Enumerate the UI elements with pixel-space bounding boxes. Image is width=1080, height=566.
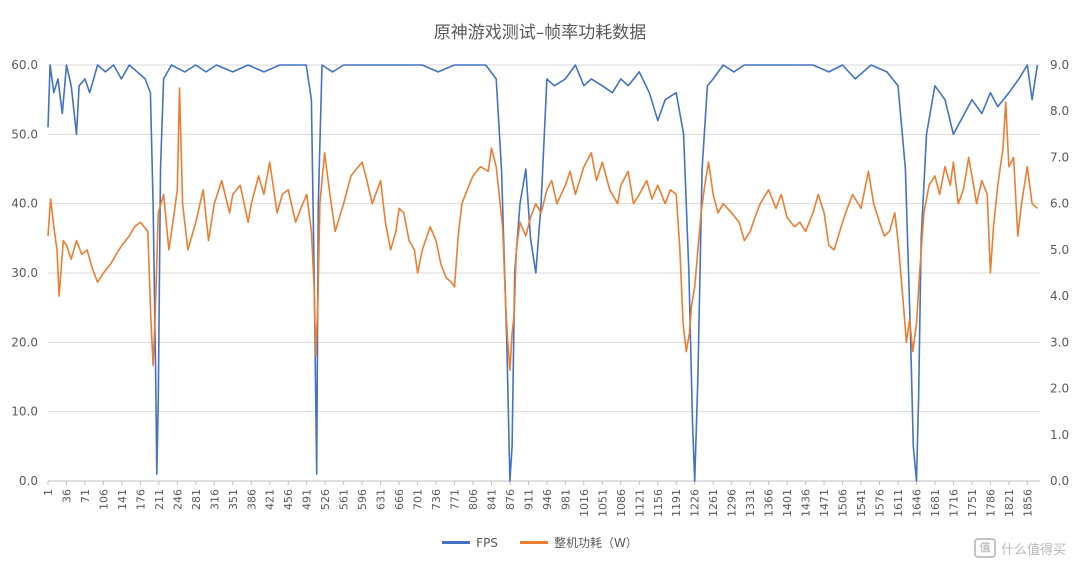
x-tick-label: 1156	[652, 489, 665, 517]
x-tick-label: 421	[264, 489, 277, 510]
x-tick-label: 911	[522, 489, 535, 510]
y2-tick-label: 6.0	[1050, 197, 1069, 211]
y-tick-label: 60.0	[11, 58, 38, 72]
x-tick-label: 491	[301, 489, 314, 510]
x-tick-label: 806	[467, 489, 480, 510]
x-tick-label: 1856	[1021, 489, 1034, 517]
x-tick-label: 946	[541, 489, 554, 510]
x-tick-label: 1261	[707, 489, 720, 517]
x-tick-label: 1471	[818, 489, 831, 517]
y-tick-label: 40.0	[11, 197, 38, 211]
legend-item-fps[interactable]: FPS	[442, 534, 498, 551]
x-tick-label: 1821	[1003, 489, 1016, 517]
x-tick-label: 456	[282, 489, 295, 510]
series-lines	[47, 64, 1039, 482]
y2-tick-label: 1.0	[1050, 428, 1069, 442]
x-tick-label: 176	[134, 489, 147, 510]
legend-item-power[interactable]: 整机功耗（W）	[519, 534, 638, 551]
x-tick-label: 1191	[670, 489, 683, 517]
x-tick-label: 666	[393, 489, 406, 510]
x-tick-label: 211	[153, 489, 166, 510]
x-axis: 1 36 71 106 141 176 211 246 281 316 351 386 421 456 49…	[42, 480, 1040, 517]
x-tick-label: 841	[485, 489, 498, 510]
x-tick-label: 1786	[984, 489, 997, 517]
x-tick-label: 1541	[855, 489, 868, 517]
chart-title: 原神游戏测试–帧率功耗数据	[433, 23, 647, 43]
x-tick-label: 1051	[596, 489, 609, 517]
legend-swatch-power	[519, 541, 548, 544]
chart-legend: FPS 整机功耗（W）	[0, 534, 1080, 551]
x-tick-label: 1086	[615, 489, 628, 517]
x-tick-label: 631	[375, 489, 388, 510]
x-tick-label: 1646	[910, 489, 923, 517]
x-tick-label: 141	[116, 489, 129, 510]
y2-tick-label: 8.0	[1050, 104, 1069, 118]
x-tick-label: 36	[60, 489, 73, 503]
x-tick-label: 71	[79, 489, 92, 503]
x-tick-label: 1296	[726, 489, 739, 517]
x-tick-label: 736	[430, 489, 443, 510]
x-tick-label: 1611	[892, 489, 905, 517]
x-tick-label: 1436	[800, 489, 813, 517]
x-tick-label: 1366	[763, 489, 776, 517]
x-tick-label: 1576	[874, 489, 887, 517]
x-tick-label: 1	[42, 489, 55, 496]
legend-label-power: 整机功耗（W）	[553, 536, 638, 550]
x-tick-label: 526	[319, 489, 332, 510]
x-tick-label: 561	[338, 489, 351, 510]
y2-tick-label: 9.0	[1050, 58, 1069, 72]
y-tick-label: 20.0	[11, 335, 38, 349]
x-tick-label: 876	[504, 489, 517, 510]
x-tick-label: 246	[171, 489, 184, 510]
y2-tick-label: 5.0	[1050, 243, 1069, 257]
x-tick-label: 596	[356, 489, 369, 510]
y2-tick-label: 4.0	[1050, 289, 1069, 303]
x-tick-label: 1401	[781, 489, 794, 517]
x-tick-label: 771	[449, 489, 462, 510]
y-tick-label: 0.0	[19, 474, 38, 488]
y-tick-label: 30.0	[11, 266, 38, 280]
x-tick-label: 1016	[578, 489, 591, 517]
x-tick-label: 281	[190, 489, 203, 510]
x-tick-label: 351	[227, 489, 240, 510]
y-axis-left: 0.0 10.0 20.0 30.0 40.0 50.0 60.0	[11, 58, 38, 488]
x-tick-label: 1751	[966, 489, 979, 517]
y-axis-right: 0.0 1.0 2.0 3.0 4.0 5.0 6.0 7.0 8.0 9.0	[1050, 58, 1069, 488]
x-tick-label: 1121	[633, 489, 646, 517]
x-tick-label: 701	[412, 489, 425, 510]
x-tick-label: 386	[245, 489, 258, 510]
y2-tick-label: 7.0	[1050, 150, 1069, 164]
x-tick-label: 1331	[744, 489, 757, 517]
legend-swatch-fps	[442, 541, 471, 544]
x-tick-label: 1506	[837, 489, 850, 517]
x-tick-label: 1716	[947, 489, 960, 517]
x-tick-label: 1226	[689, 489, 702, 517]
y2-tick-label: 2.0	[1050, 382, 1069, 396]
x-tick-label: 316	[208, 489, 221, 510]
y2-tick-label: 3.0	[1050, 335, 1069, 349]
y-tick-label: 10.0	[11, 405, 38, 419]
watermark-logo-icon: 值	[973, 538, 996, 558]
y-tick-label: 50.0	[11, 127, 38, 141]
x-tick-label: 106	[97, 489, 110, 510]
watermark-text: 什么值得买	[1000, 542, 1066, 558]
legend-label-fps: FPS	[476, 535, 498, 550]
x-tick-label: 981	[559, 489, 572, 510]
series-line-fps	[47, 64, 1039, 482]
watermark: 值 什么值得买	[973, 538, 1066, 558]
x-tick-label: 1681	[929, 489, 942, 517]
y2-tick-label: 0.0	[1050, 474, 1069, 488]
series-line-power	[47, 87, 1038, 371]
